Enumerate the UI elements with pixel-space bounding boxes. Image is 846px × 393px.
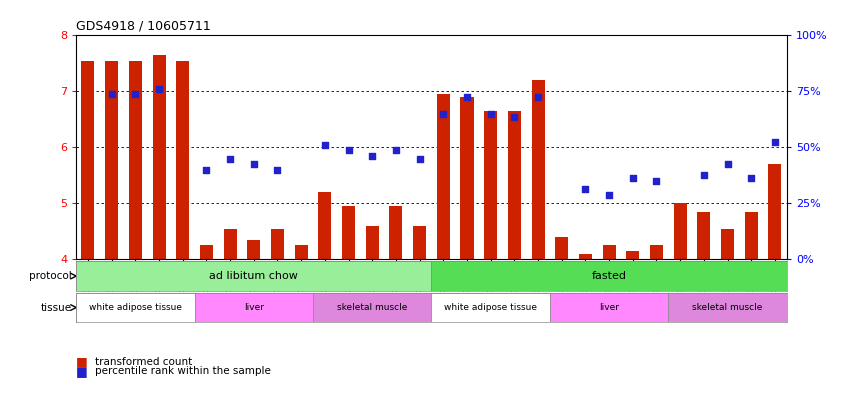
Bar <box>342 206 355 259</box>
Bar <box>555 237 569 259</box>
Point <box>413 155 426 162</box>
Bar <box>76 261 431 291</box>
Text: liver: liver <box>244 303 264 312</box>
Bar <box>318 192 332 259</box>
Bar <box>431 261 787 291</box>
Point <box>200 167 213 173</box>
Bar <box>271 229 284 259</box>
Point <box>484 111 497 117</box>
Bar <box>668 293 787 322</box>
Bar <box>76 293 195 322</box>
Point <box>460 94 474 100</box>
Text: GDS4918 / 10605711: GDS4918 / 10605711 <box>76 20 211 33</box>
Bar <box>294 245 308 259</box>
Bar <box>389 206 403 259</box>
Text: ■: ■ <box>76 365 88 378</box>
Point <box>697 172 711 178</box>
Point <box>626 175 640 181</box>
Bar <box>550 293 668 322</box>
Point <box>508 114 521 120</box>
Bar <box>365 226 379 259</box>
Bar <box>437 94 450 259</box>
Point <box>768 139 782 145</box>
Bar <box>81 61 95 259</box>
Bar <box>105 61 118 259</box>
Bar <box>460 97 474 259</box>
Bar <box>744 212 758 259</box>
Text: ■: ■ <box>76 355 88 368</box>
Point <box>437 111 450 117</box>
Point <box>342 147 355 153</box>
Bar <box>508 111 521 259</box>
Bar <box>673 204 687 259</box>
Bar <box>697 212 711 259</box>
Bar <box>152 55 166 259</box>
Point <box>744 175 758 181</box>
Bar <box>200 245 213 259</box>
Bar <box>223 229 237 259</box>
Bar <box>129 61 142 259</box>
Point <box>602 192 616 198</box>
Bar <box>247 240 261 259</box>
Bar <box>768 164 782 259</box>
Bar <box>721 229 734 259</box>
Text: tissue: tissue <box>41 303 72 312</box>
Text: white adipose tissue: white adipose tissue <box>89 303 182 312</box>
Point <box>650 178 663 184</box>
Bar <box>579 254 592 259</box>
Point <box>531 94 545 100</box>
Point <box>129 91 142 97</box>
Text: protocol: protocol <box>29 271 72 281</box>
Text: transformed count: transformed count <box>95 356 192 367</box>
Point <box>223 155 237 162</box>
Bar <box>650 245 663 259</box>
Bar <box>531 80 545 259</box>
Bar <box>195 293 313 322</box>
Point <box>105 91 118 97</box>
Point <box>365 152 379 159</box>
Text: white adipose tissue: white adipose tissue <box>444 303 537 312</box>
Text: skeletal muscle: skeletal muscle <box>692 303 763 312</box>
Text: liver: liver <box>599 303 619 312</box>
Bar <box>176 61 190 259</box>
Point <box>271 167 284 173</box>
Point <box>721 161 734 167</box>
Bar <box>413 226 426 259</box>
Bar <box>626 251 640 259</box>
Point <box>389 147 403 153</box>
Text: percentile rank within the sample: percentile rank within the sample <box>95 366 271 376</box>
Bar <box>431 293 550 322</box>
Text: fasted: fasted <box>591 271 627 281</box>
Point <box>247 161 261 167</box>
Bar <box>313 293 431 322</box>
Point <box>152 85 166 92</box>
Text: skeletal muscle: skeletal muscle <box>337 303 408 312</box>
Bar <box>484 111 497 259</box>
Bar <box>602 245 616 259</box>
Text: ad libitum chow: ad libitum chow <box>209 271 299 281</box>
Point <box>579 186 592 193</box>
Point <box>318 141 332 148</box>
